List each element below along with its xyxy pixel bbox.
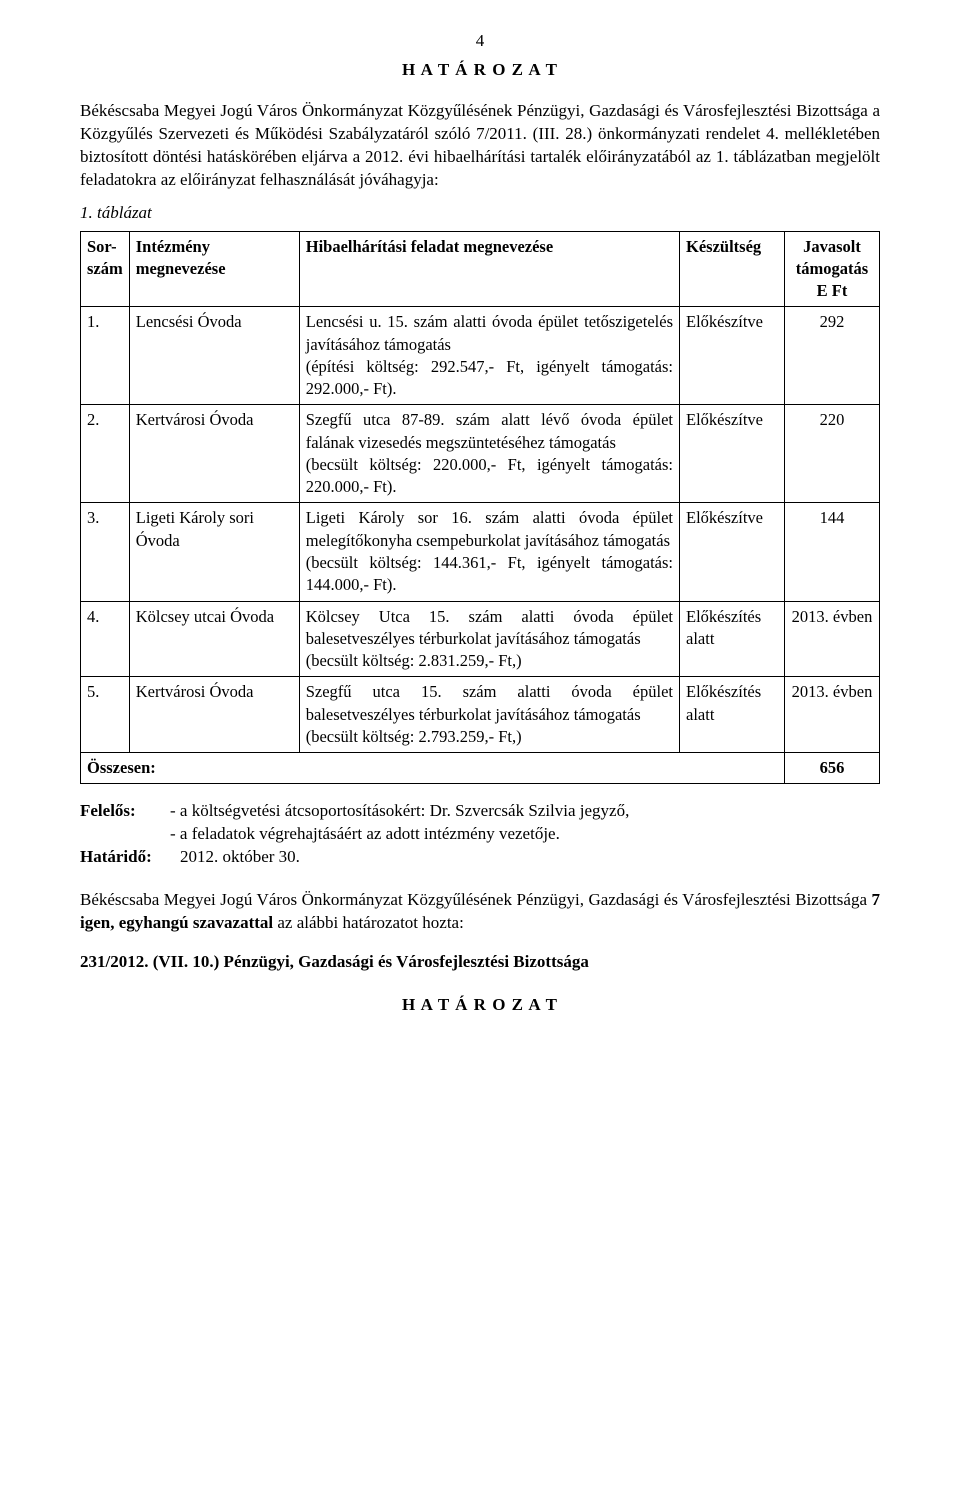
felelos-line-2: - a feladatok végrehajtásáért az adott i… xyxy=(170,823,880,846)
hatarido-value: 2012. október 30. xyxy=(170,846,300,869)
cell-ready: Előkészítve xyxy=(680,405,785,503)
cell-inst: Kertvárosi Óvoda xyxy=(129,677,299,753)
intro-paragraph: Békéscsaba Megyei Jogú Város Önkormányza… xyxy=(80,100,880,192)
cell-task: Szegfű utca 15. szám alatti óvoda épület… xyxy=(299,677,679,753)
vote-paragraph: Békéscsaba Megyei Jogú Város Önkormányza… xyxy=(80,889,880,935)
page-number: 4 xyxy=(80,30,880,53)
header-ready: Készültség xyxy=(680,231,785,307)
cell-task: Szegfű utca 87-89. szám alatt lévő óvoda… xyxy=(299,405,679,503)
cell-amount: 2013. évben xyxy=(785,601,880,677)
cell-inst: Kölcsey utcai Óvoda xyxy=(129,601,299,677)
total-value: 656 xyxy=(785,753,880,784)
cell-num: 2. xyxy=(81,405,130,503)
hatarido-label: Határidő: xyxy=(80,846,170,869)
header-task: Hibaelhárítási feladat megnevezése xyxy=(299,231,679,307)
table-row: 2.Kertvárosi ÓvodaSzegfű utca 87-89. szá… xyxy=(81,405,880,503)
cell-ready: Előkészítve xyxy=(680,307,785,405)
table-header-row: Sor-szám Intézmény megnevezése Hibaelhár… xyxy=(81,231,880,307)
cell-num: 3. xyxy=(81,503,130,601)
resolution-number: 231/2012. (VII. 10.) Pénzügyi, Gazdasági… xyxy=(80,951,880,974)
document-title: H A T Á R O Z A T xyxy=(80,59,880,82)
header-num: Sor-szám xyxy=(81,231,130,307)
felelos-line-1: - a költségvetési átcsoportosításokért: … xyxy=(170,800,880,823)
cell-inst: Ligeti Károly sori Óvoda xyxy=(129,503,299,601)
table-row: 5.Kertvárosi ÓvodaSzegfű utca 15. szám a… xyxy=(81,677,880,753)
table-caption: 1. táblázat xyxy=(80,202,880,225)
table-row: 1.Lencsési ÓvodaLencsési u. 15. szám ala… xyxy=(81,307,880,405)
cell-ready: Előkészítés alatt xyxy=(680,677,785,753)
cell-inst: Kertvárosi Óvoda xyxy=(129,405,299,503)
cell-ready: Előkészítve xyxy=(680,503,785,601)
table-row: 3.Ligeti Károly sori ÓvodaLigeti Károly … xyxy=(81,503,880,601)
cell-amount: 292 xyxy=(785,307,880,405)
cell-ready: Előkészítés alatt xyxy=(680,601,785,677)
header-amount: Javasolt támogatás E Ft xyxy=(785,231,880,307)
main-table: Sor-szám Intézmény megnevezése Hibaelhár… xyxy=(80,231,880,785)
vote-bold-phrase: 7 igen, egyhangú szavazattal xyxy=(80,890,880,932)
footer-title: H A T Á R O Z A T xyxy=(80,994,880,1017)
felelos-label: Felelős: xyxy=(80,800,170,846)
table-row: 4.Kölcsey utcai ÓvodaKölcsey Utca 15. sz… xyxy=(81,601,880,677)
cell-task: Kölcsey Utca 15. szám alatti óvoda épüle… xyxy=(299,601,679,677)
cell-amount: 220 xyxy=(785,405,880,503)
cell-amount: 144 xyxy=(785,503,880,601)
cell-amount: 2013. évben xyxy=(785,677,880,753)
cell-num: 5. xyxy=(81,677,130,753)
header-inst: Intézmény megnevezése xyxy=(129,231,299,307)
felelos-block: Felelős: - a költségvetési átcsoportosít… xyxy=(80,800,880,869)
total-label: Összesen: xyxy=(81,753,785,784)
cell-num: 1. xyxy=(81,307,130,405)
cell-task: Ligeti Károly sor 16. szám alatti óvoda … xyxy=(299,503,679,601)
cell-inst: Lencsési Óvoda xyxy=(129,307,299,405)
cell-num: 4. xyxy=(81,601,130,677)
cell-task: Lencsési u. 15. szám alatti óvoda épület… xyxy=(299,307,679,405)
table-total-row: Összesen:656 xyxy=(81,753,880,784)
